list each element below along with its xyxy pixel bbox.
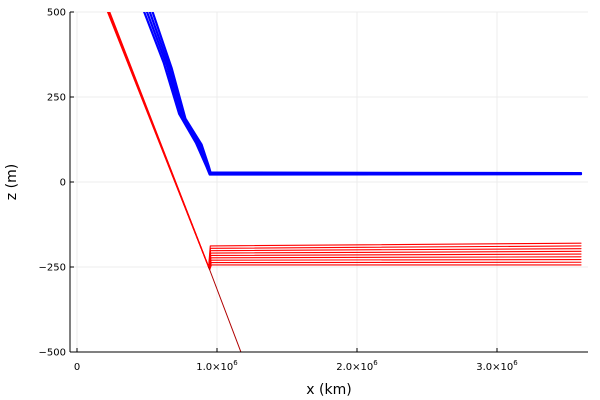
x-tick-label-text: 0 [74, 362, 80, 373]
y-tick-label-4: 500 [47, 8, 66, 19]
x-tick-label-exponent: 6 [513, 359, 518, 367]
y-tick-label-2: 0 [60, 178, 66, 189]
x-tick-label-text: 2.0×10 [336, 362, 373, 373]
series-line-red-12 [109, 12, 582, 271]
x-tick-label-exponent: 6 [373, 359, 378, 367]
x-axis-label: x (km) [306, 382, 351, 398]
y-tick-label-0: −500 [39, 348, 66, 359]
x-tick-label-text: 1.0×10 [196, 362, 233, 373]
x-tick-label-text: 3.0×10 [476, 362, 513, 373]
y-tick-label-1: −250 [39, 263, 66, 274]
x-tick-label-0: 0 [74, 362, 80, 373]
x-tick-label-3: 3.0×106 [476, 359, 518, 373]
y-tick-label-3: 250 [47, 93, 66, 104]
series-layer [106, 12, 583, 352]
series-line-blue-3 [151, 12, 583, 175]
y-axis-label: z (m) [4, 164, 20, 200]
series-line-darkred-13 [208, 266, 242, 352]
x-tick-label-2: 2.0×106 [336, 359, 378, 373]
x-tick-label-1: 1.0×106 [196, 359, 238, 373]
x-tick-label-exponent: 6 [233, 359, 238, 367]
